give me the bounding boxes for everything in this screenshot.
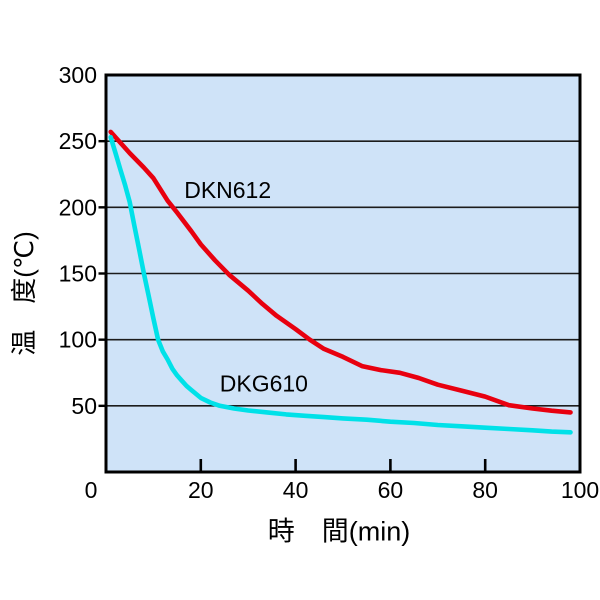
series-label-DKN612: DKN612 xyxy=(184,177,271,203)
x-tick-label-0: 0 xyxy=(85,477,98,503)
y-tick-label-100: 100 xyxy=(59,327,97,353)
curve-DKN612 xyxy=(108,129,573,415)
plot-border xyxy=(104,73,582,474)
y-tick-label-150: 150 xyxy=(59,261,97,287)
y-tick-label-50: 50 xyxy=(71,393,97,419)
x-tick-label-80: 80 xyxy=(472,477,498,503)
series-label-DKG610: DKG610 xyxy=(220,370,308,396)
x-axis-title: 時 間(min) xyxy=(268,516,411,546)
y-tick-label-300: 300 xyxy=(59,62,97,88)
x-tick-label-60: 60 xyxy=(378,477,404,503)
curve-DKG610 xyxy=(108,134,573,435)
y-tick-label-200: 200 xyxy=(59,194,97,220)
y-axis-title: 温 度(℃) xyxy=(9,231,39,356)
x-tick-label-40: 40 xyxy=(283,477,309,503)
x-tick-label-100: 100 xyxy=(561,477,599,503)
y-tick-label-250: 250 xyxy=(59,128,97,154)
x-tick-label-20: 20 xyxy=(188,477,214,503)
